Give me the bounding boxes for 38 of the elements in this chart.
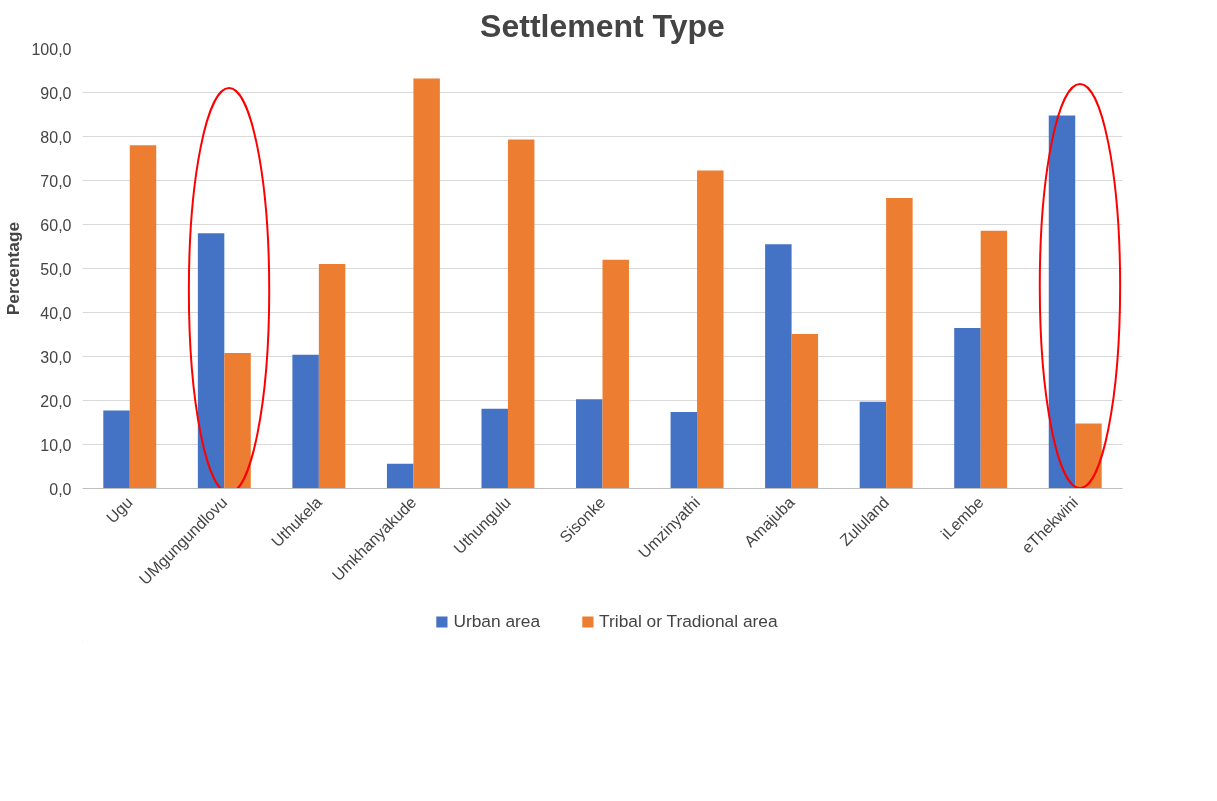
y-tick-label: 40,0: [40, 304, 72, 322]
bar: [576, 399, 603, 489]
bar: [292, 354, 319, 489]
bar: [129, 145, 157, 489]
x-tick-label: Ugu: [103, 493, 136, 527]
y-tick-label: 100,0: [31, 40, 72, 58]
bar: [386, 463, 414, 489]
y-tick-label: 70,0: [40, 172, 72, 190]
chart-title: Settlement Type: [480, 7, 725, 44]
bar: [954, 327, 981, 489]
bar: [1075, 423, 1102, 489]
bar: [413, 78, 440, 489]
legend-label: Urban area: [453, 610, 541, 632]
bar: [481, 408, 508, 489]
bar: [886, 198, 913, 489]
y-tick-label: 30,0: [40, 348, 72, 366]
bar: [1048, 115, 1076, 489]
bar: [197, 233, 225, 489]
bar: [507, 139, 535, 489]
legend-label: Tribal or Tradional area: [599, 610, 778, 632]
bar: [602, 259, 629, 489]
bar: [791, 334, 819, 489]
y-tick-label: 0,0: [49, 480, 72, 498]
bar: [670, 411, 698, 489]
y-tick-label: 90,0: [40, 84, 72, 102]
y-tick-label: 20,0: [40, 392, 72, 410]
bar: [980, 230, 1008, 489]
bar: [859, 401, 887, 489]
y-tick-label: 10,0: [40, 436, 72, 454]
bar: [224, 352, 251, 489]
bar: [318, 264, 346, 489]
bar: [697, 170, 724, 489]
y-tick-label: 50,0: [40, 260, 72, 278]
bar: [103, 410, 130, 489]
y-tick-label: 80,0: [40, 128, 72, 146]
y-axis-title: Percentage: [3, 221, 24, 316]
y-tick-label: 60,0: [40, 216, 72, 234]
bar: [765, 244, 792, 489]
